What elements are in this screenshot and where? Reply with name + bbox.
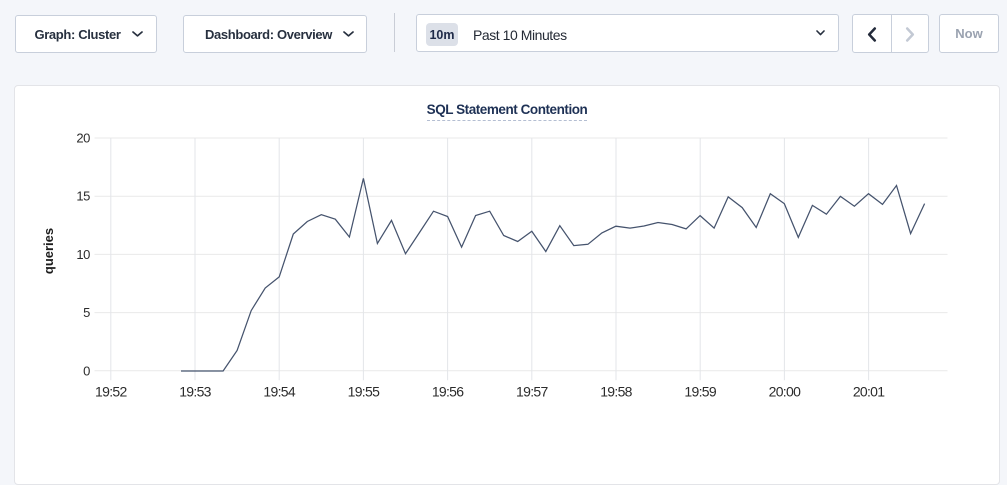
svg-text:20: 20 [76, 131, 90, 146]
svg-text:19:56: 19:56 [432, 384, 464, 400]
svg-text:0: 0 [83, 363, 90, 378]
svg-text:19:55: 19:55 [348, 384, 380, 400]
svg-text:19:57: 19:57 [516, 384, 548, 400]
svg-text:19:58: 19:58 [600, 384, 632, 400]
svg-text:10: 10 [76, 247, 90, 262]
svg-text:19:53: 19:53 [179, 384, 211, 400]
svg-text:19:59: 19:59 [684, 384, 716, 400]
svg-text:5: 5 [83, 305, 90, 320]
svg-text:queries: queries [41, 228, 56, 274]
svg-text:20:00: 20:00 [769, 384, 801, 400]
svg-text:15: 15 [76, 189, 90, 204]
svg-text:19:52: 19:52 [95, 384, 127, 400]
svg-text:19:54: 19:54 [263, 384, 295, 400]
svg-text:20:01: 20:01 [853, 384, 885, 400]
